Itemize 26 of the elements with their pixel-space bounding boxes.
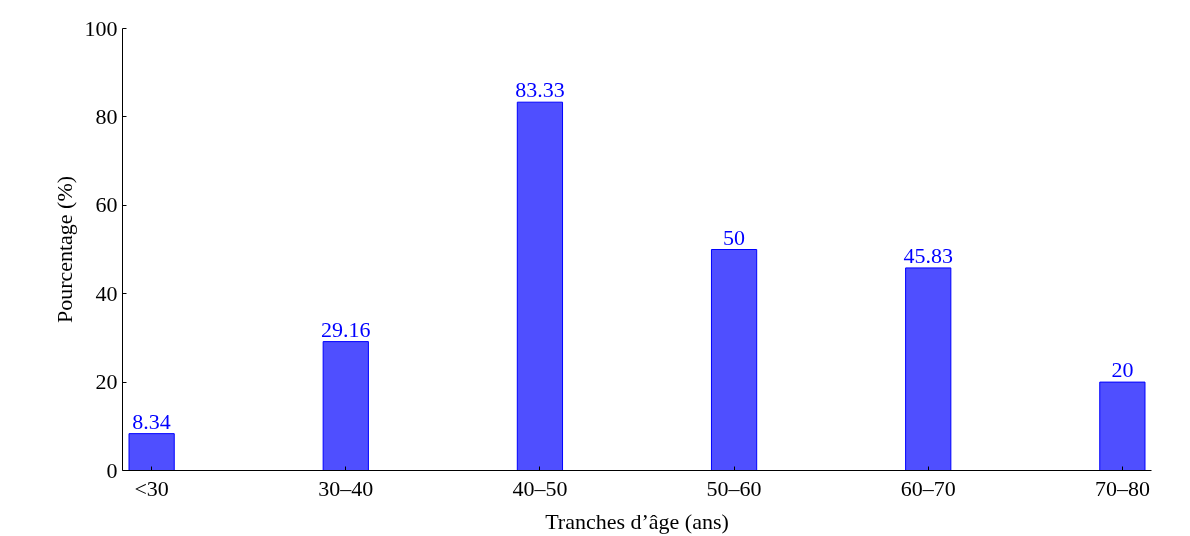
data-label: 20 — [1111, 357, 1134, 383]
data-label: 83.33 — [515, 77, 565, 103]
y-tick-label: 100 — [84, 15, 118, 41]
data-label: 8.34 — [132, 408, 171, 434]
x-tick-label: <30 — [134, 475, 169, 501]
x-tick-label: 70–80 — [1094, 475, 1150, 501]
data-label: 45.83 — [903, 242, 953, 268]
bar — [1099, 381, 1146, 471]
y-tick-label: 20 — [95, 369, 118, 395]
data-label: 50 — [723, 224, 746, 250]
bar — [516, 101, 564, 471]
x-tick-label: 40–50 — [512, 475, 568, 501]
bar — [322, 341, 369, 471]
y-tick-label: 0 — [106, 457, 118, 483]
x-axis-title: Tranches d’âge (ans) — [545, 508, 729, 534]
bar — [710, 249, 758, 471]
y-tick-label: 80 — [95, 103, 118, 129]
bar — [128, 433, 175, 471]
y-axis-title: Pourcentage (%) — [51, 175, 77, 324]
y-tick-label: 60 — [95, 192, 118, 218]
bar — [905, 267, 952, 471]
y-tick-label: 40 — [95, 280, 118, 306]
data-label: 29.16 — [321, 316, 371, 342]
x-tick-label: 60–70 — [900, 475, 956, 501]
x-tick-label: 30–40 — [318, 475, 374, 501]
x-tick-label: 50–60 — [706, 475, 762, 501]
